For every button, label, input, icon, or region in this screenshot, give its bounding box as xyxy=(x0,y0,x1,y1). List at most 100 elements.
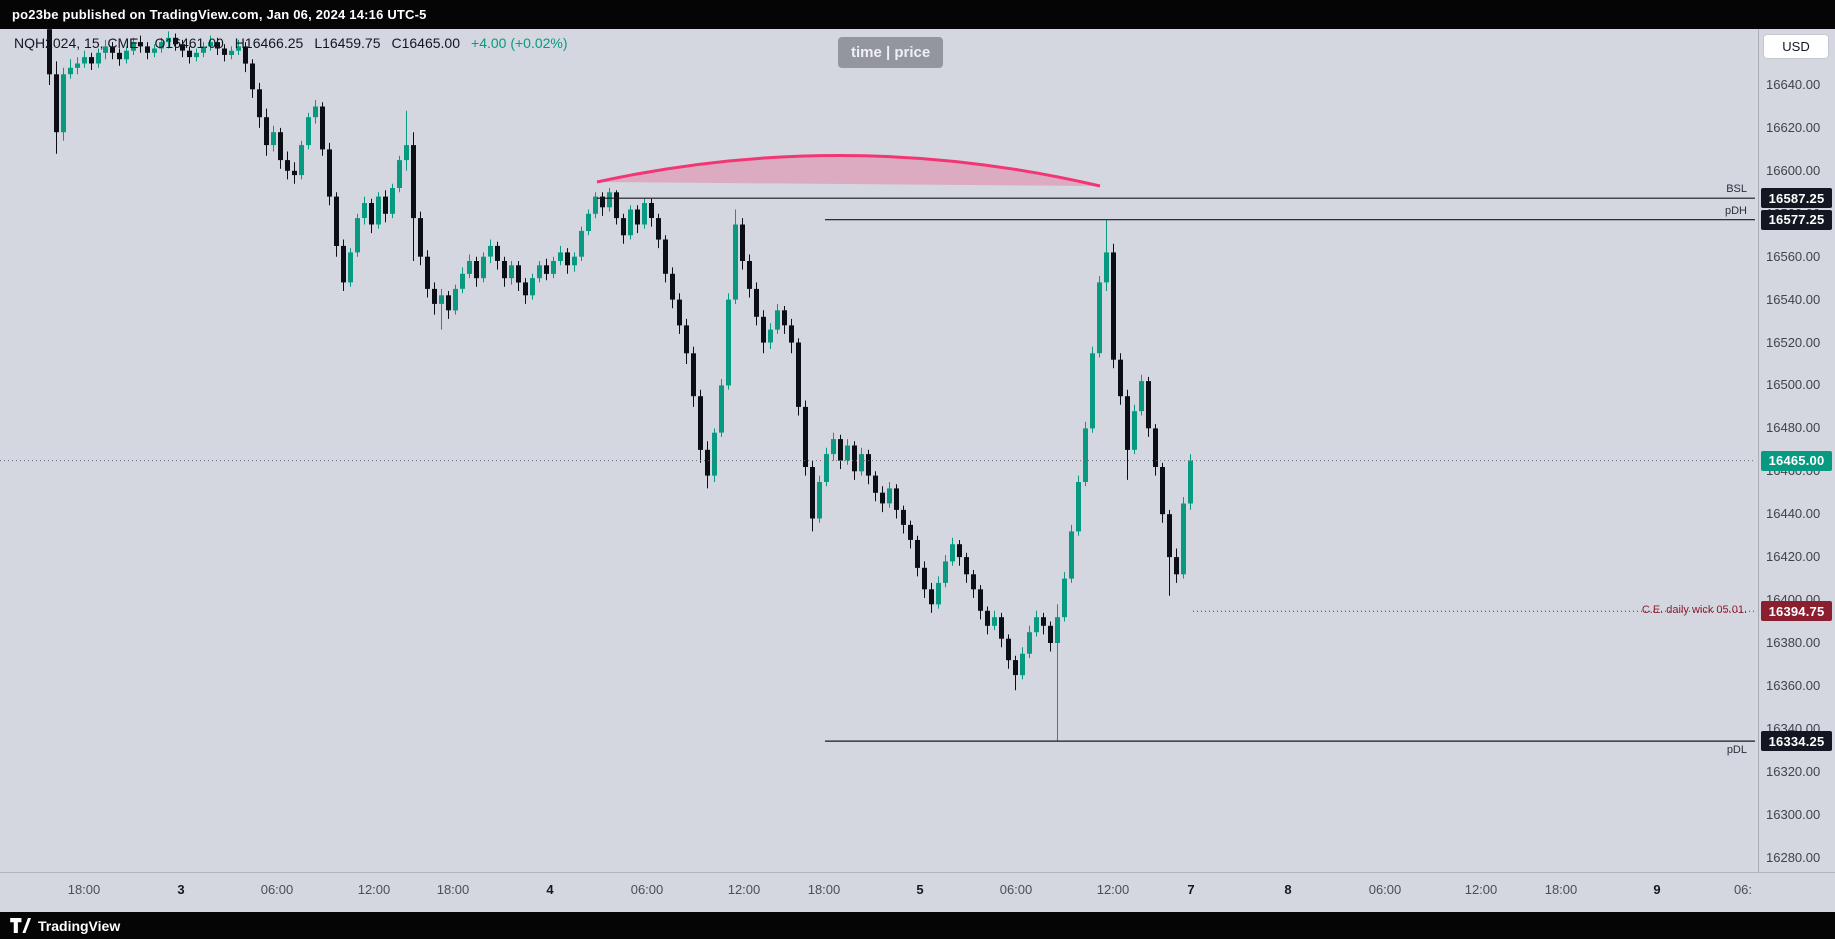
candle-body xyxy=(754,288,759,317)
candle-body xyxy=(1174,557,1179,575)
candle-body xyxy=(663,239,668,274)
candle-body xyxy=(292,170,297,176)
candle-body xyxy=(901,509,906,525)
time-tick-label: 18:00 xyxy=(1544,882,1578,897)
candle-body xyxy=(1146,381,1151,429)
candle-body xyxy=(425,256,430,289)
candle-body xyxy=(306,117,311,146)
chart-area[interactable]: NQH2024, 15, CME O16461.00 H16466.25 L16… xyxy=(0,29,1835,913)
time-tick-label: 12:00 xyxy=(357,882,391,897)
candle-body xyxy=(684,325,689,354)
candle-body xyxy=(558,252,563,261)
candle-body xyxy=(201,46,206,53)
candle-body xyxy=(999,617,1004,639)
candle-body xyxy=(817,482,822,519)
candle-body xyxy=(418,218,423,257)
candle-body xyxy=(173,37,178,45)
price-tick-label: 16360.00 xyxy=(1766,677,1821,693)
candle-body xyxy=(964,557,969,575)
candle-body xyxy=(54,74,59,133)
candle-body xyxy=(159,42,164,49)
price-tick-label: 16640.00 xyxy=(1766,77,1821,92)
candle-body xyxy=(516,265,521,283)
candle-body xyxy=(761,316,766,343)
symbol-title[interactable]: NQH2024, 15, CME xyxy=(14,35,139,51)
tradingview-brand[interactable]: TradingView xyxy=(38,917,121,934)
candle-body xyxy=(971,574,976,590)
candle-body xyxy=(453,288,458,311)
time-tick-label: 8 xyxy=(1284,882,1292,897)
candle-body xyxy=(257,89,262,118)
candle-body xyxy=(768,329,773,343)
tradingview-logo-icon[interactable] xyxy=(10,918,31,933)
candle-body xyxy=(320,106,325,150)
candle-body xyxy=(922,567,927,590)
price-tick-label: 16300.00 xyxy=(1766,806,1821,822)
candle-body xyxy=(481,256,486,279)
time-tick-label: 9 xyxy=(1653,882,1661,897)
candle-body xyxy=(110,46,115,53)
candle-body xyxy=(117,52,122,60)
candle-body xyxy=(908,524,913,540)
candle-body xyxy=(404,145,409,161)
candle-body xyxy=(264,117,269,146)
candle-body xyxy=(880,492,885,504)
candle-body xyxy=(1104,252,1109,283)
price-tick-label: 16380.00 xyxy=(1766,634,1821,650)
time-tick-label: 18:00 xyxy=(436,882,470,897)
price-axis[interactable]: USD 16640.0016620.0016600.0016580.001656… xyxy=(1758,29,1835,872)
candle-body xyxy=(1139,381,1144,412)
price-tick-label: 16600.00 xyxy=(1766,162,1821,178)
time-tick-label: 3 xyxy=(177,882,185,897)
time-tick-label: 06:00 xyxy=(1368,882,1402,897)
candle-body xyxy=(474,261,479,279)
candle-body xyxy=(957,544,962,558)
candle-body xyxy=(369,203,374,225)
candle-body xyxy=(1034,617,1039,633)
candle-body xyxy=(1076,482,1081,532)
candle-body xyxy=(635,209,640,225)
candle-body xyxy=(887,488,892,504)
candle-body xyxy=(593,196,598,214)
candle-body xyxy=(362,203,367,218)
candle-body xyxy=(607,192,612,208)
candle-body xyxy=(460,273,465,289)
time-tick-label: 06: xyxy=(1733,882,1753,897)
candle-body xyxy=(1181,503,1186,575)
publish-bar: po23be published on TradingView.com, Jan… xyxy=(0,0,1835,29)
candle-body xyxy=(341,245,346,283)
candlestick-plot[interactable] xyxy=(0,29,1835,872)
candle-body xyxy=(544,265,549,274)
candle-body xyxy=(894,488,899,510)
price-tick-label: 16480.00 xyxy=(1766,420,1821,436)
time-axis[interactable]: 18:00 3 06:00 12:00 18:00 4 06:00 12:00 18:00 5 06… xyxy=(0,872,1835,913)
candle-body xyxy=(1125,396,1130,450)
candle-body xyxy=(1069,531,1074,579)
candle-body xyxy=(327,149,332,197)
currency-button[interactable]: USD xyxy=(1763,34,1829,59)
candle-body xyxy=(586,213,591,231)
candle-body xyxy=(1048,625,1053,643)
footer-bar: TradingView xyxy=(0,912,1835,939)
open-value: O16461.00 xyxy=(154,35,224,51)
arc-drawing-stroke[interactable] xyxy=(596,153,1101,188)
candle-body xyxy=(229,50,234,55)
candle-body xyxy=(537,265,542,279)
candle-body xyxy=(502,261,507,279)
candle-body xyxy=(929,589,934,605)
candle-body xyxy=(936,582,941,605)
candle-body xyxy=(439,295,444,304)
candle-body xyxy=(1153,428,1158,467)
price-badge: 16587.25 xyxy=(1761,188,1832,209)
candle-body xyxy=(1132,411,1137,450)
candle-body xyxy=(572,256,577,266)
price-tick-label: 16560.00 xyxy=(1766,248,1821,264)
candle-body xyxy=(621,218,626,236)
time-tick-label: 12:00 xyxy=(1464,882,1498,897)
candle-body xyxy=(600,196,605,208)
candle-body xyxy=(943,561,948,583)
candle-body xyxy=(565,252,570,266)
candle-body xyxy=(838,439,843,461)
candle-body xyxy=(250,63,255,90)
time-tick-label: 4 xyxy=(546,882,554,897)
